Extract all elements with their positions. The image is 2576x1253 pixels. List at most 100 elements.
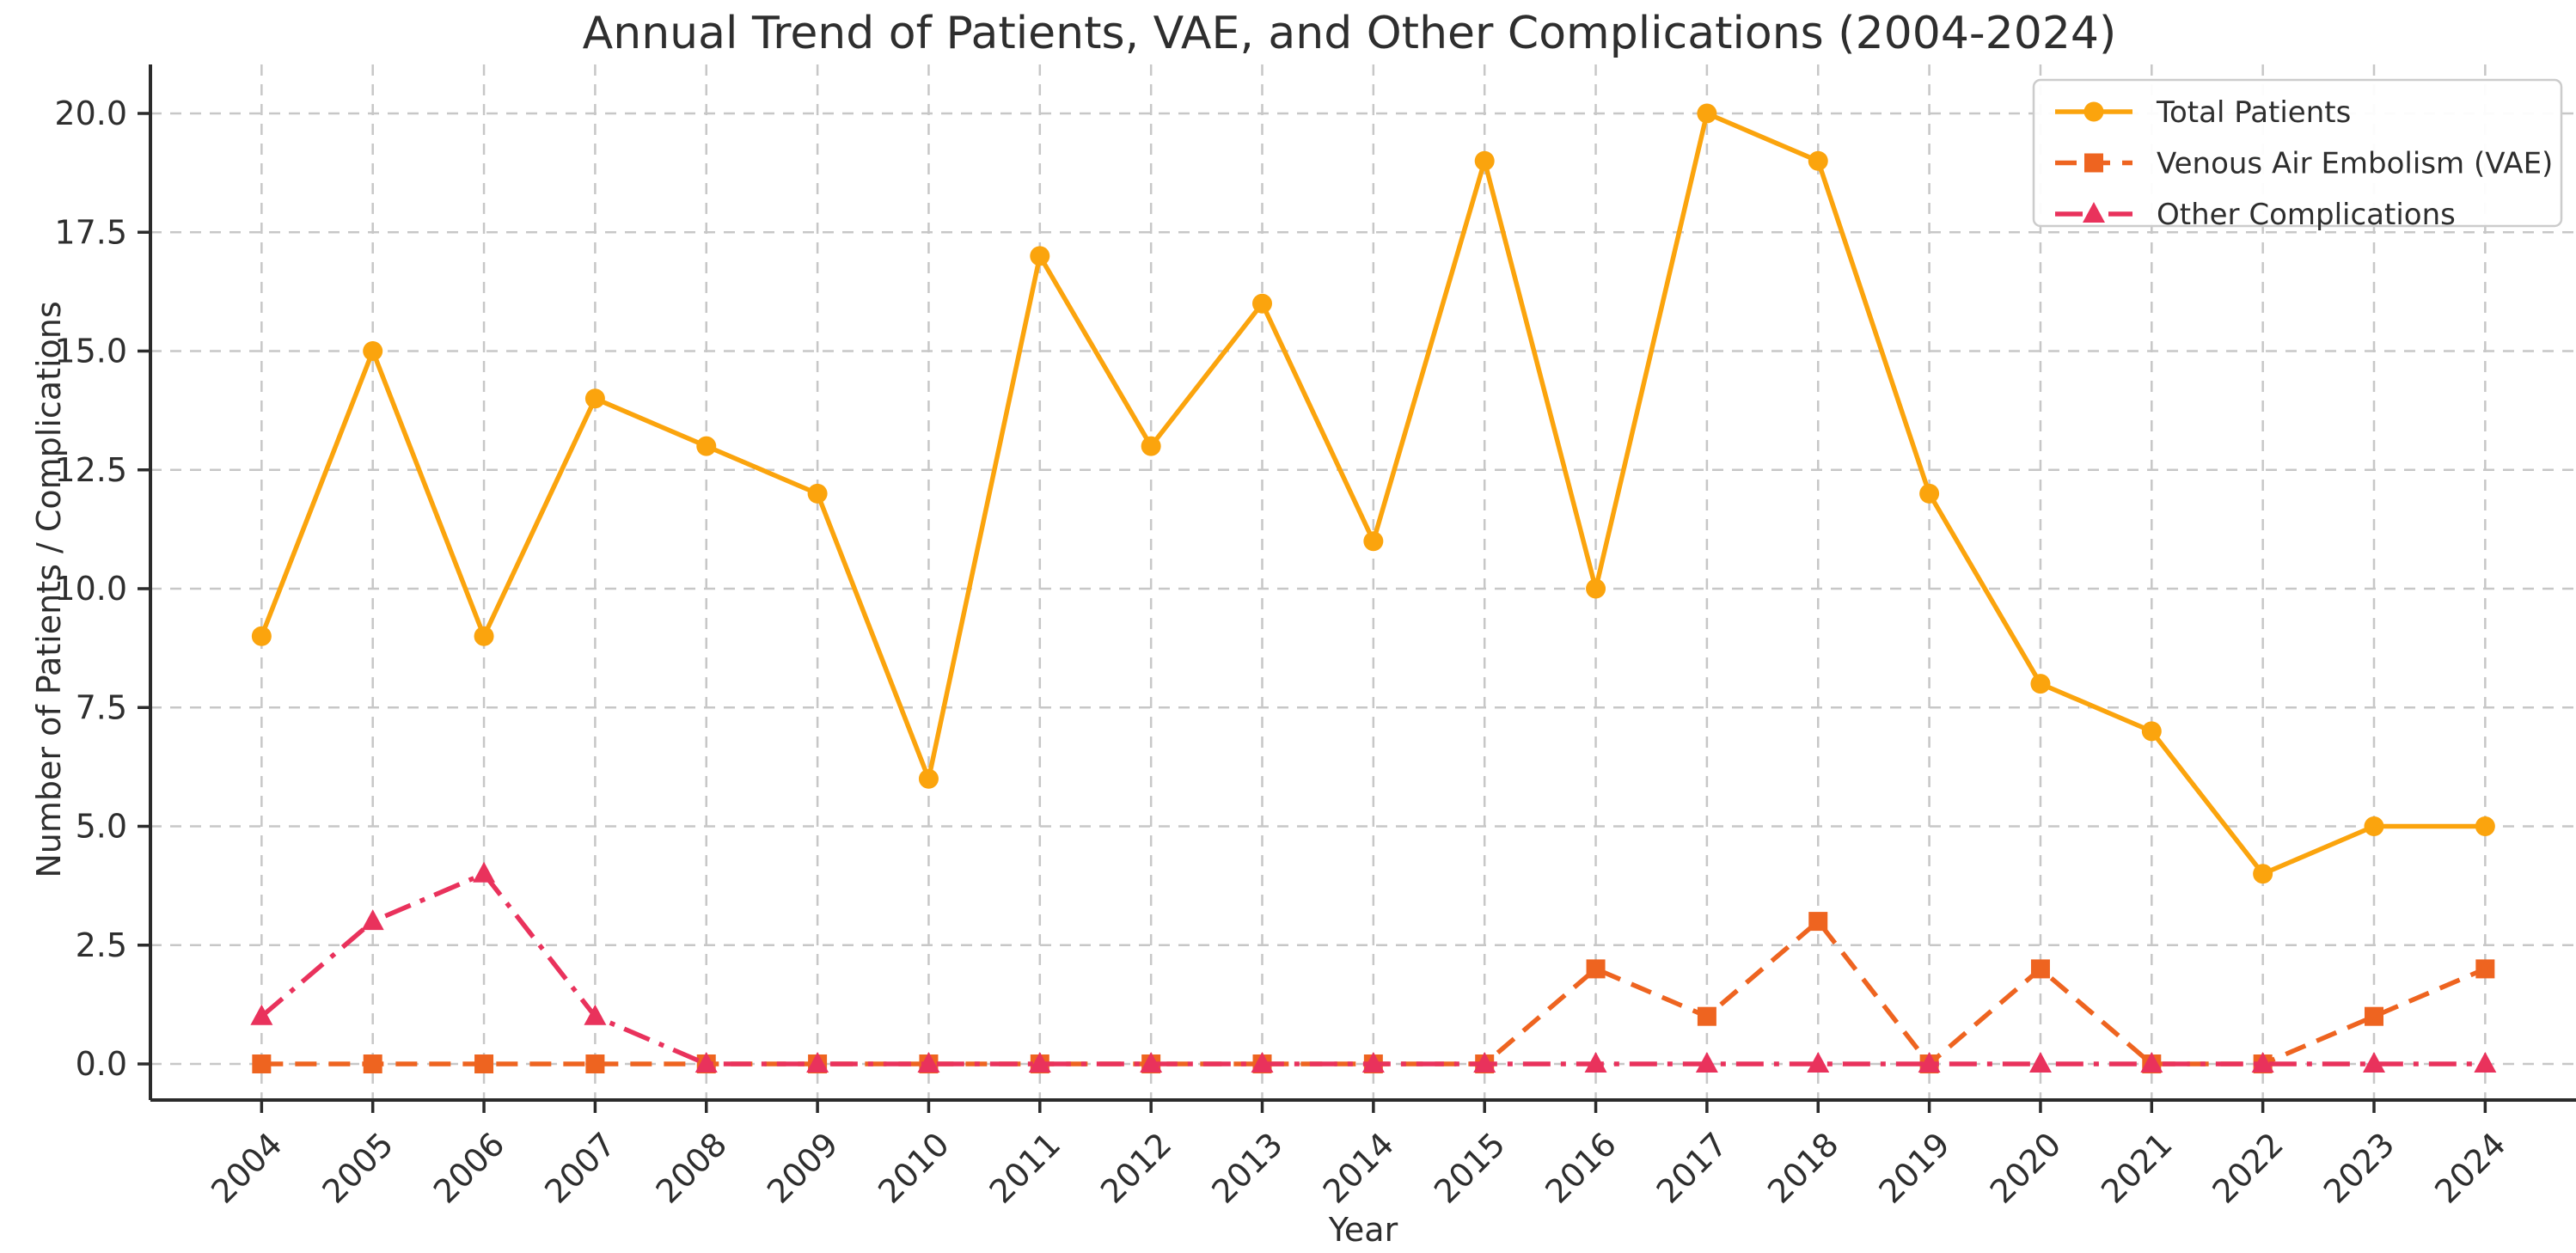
y-tick-label: 5.0: [76, 808, 127, 846]
legend-square-marker: [2084, 153, 2103, 173]
y-tick-label: 2.5: [76, 926, 127, 964]
circle-marker: [1030, 246, 1050, 266]
x-tick-label: 2013: [1204, 1125, 1290, 1211]
square-marker: [585, 1054, 605, 1073]
x-tick-label: 2009: [760, 1125, 846, 1211]
triangle-marker: [1251, 1052, 1274, 1073]
legend-label: Total Patients: [2156, 95, 2351, 130]
x-tick-label: 2017: [1649, 1125, 1735, 1211]
triangle-marker: [806, 1052, 829, 1073]
series: [250, 103, 2497, 1073]
circle-marker: [2253, 864, 2273, 884]
circle-marker: [251, 626, 272, 646]
x-tick-label: 2019: [1871, 1125, 1957, 1211]
x-tick-label: 2015: [1427, 1125, 1513, 1211]
circle-marker: [2141, 721, 2162, 742]
grid: [150, 64, 2576, 1100]
circle-marker: [474, 626, 494, 646]
x-tick-label: 2024: [2427, 1125, 2513, 1211]
x-tick-label: 2006: [426, 1125, 512, 1211]
series-other-complications: [250, 861, 2497, 1073]
triangle-marker: [1028, 1052, 1051, 1073]
square-marker: [2030, 959, 2050, 979]
tick-labels: 0.0 2.5 5.0 7.5 10.0 12.5 15.0 17.5 20.0 2004 2005…: [54, 95, 2512, 1211]
circle-marker: [918, 768, 939, 789]
square-marker: [2475, 959, 2495, 979]
circle-marker: [807, 483, 828, 504]
square-marker: [1697, 1006, 1716, 1026]
legend-item: Venous Air Embolism (VAE): [2055, 147, 2553, 181]
circle-marker: [584, 388, 605, 409]
legend: Total Patients Venous Air Embolism (VAE) O…: [2032, 78, 2563, 232]
x-tick-label: 2005: [315, 1125, 401, 1211]
triangle-marker: [1807, 1052, 1830, 1073]
triangle-marker: [250, 1004, 273, 1025]
circle-marker: [696, 436, 717, 456]
x-tick-label: 2007: [537, 1125, 623, 1211]
triangle-marker: [2474, 1052, 2497, 1073]
circle-marker: [1363, 531, 1384, 552]
triangle-marker: [2251, 1052, 2274, 1073]
triangle-marker: [917, 1052, 940, 1073]
square-marker: [252, 1054, 272, 1073]
legend-item: Total Patients: [2055, 95, 2351, 130]
triangle-marker: [1361, 1052, 1385, 1073]
x-tick-label: 2012: [1093, 1125, 1179, 1211]
circle-marker: [2030, 674, 2051, 694]
circle-marker: [363, 341, 383, 361]
axes: [138, 64, 2576, 1113]
square-marker: [1808, 912, 1828, 932]
x-tick-label: 2008: [649, 1125, 735, 1211]
square-marker: [474, 1054, 494, 1073]
y-tick-label: 10.0: [54, 570, 127, 608]
triangle-marker: [584, 1004, 607, 1025]
circle-marker: [1141, 436, 1161, 456]
triangle-marker: [1584, 1052, 1607, 1073]
triangle-marker: [1695, 1052, 1718, 1073]
x-tick-label: 2020: [1983, 1125, 2069, 1211]
circle-marker: [2364, 816, 2384, 836]
x-tick-label: 2018: [1760, 1125, 1846, 1211]
square-marker: [363, 1054, 382, 1073]
triangle-marker: [2028, 1052, 2052, 1073]
legend-item: Other Complications: [2055, 198, 2456, 232]
triangle-marker: [694, 1052, 718, 1073]
y-tick-label: 20.0: [54, 95, 127, 132]
triangle-marker: [2363, 1052, 2385, 1073]
y-tick-label: 7.5: [76, 688, 127, 726]
triangle-marker: [1140, 1052, 1163, 1073]
circle-marker: [1252, 293, 1272, 314]
triangle-marker: [473, 861, 496, 883]
y-tick-label: 0.0: [76, 1045, 127, 1083]
x-tick-label: 2004: [204, 1125, 290, 1211]
triangle-marker: [361, 909, 384, 931]
y-tick-label: 15.0: [54, 333, 127, 370]
x-tick-label: 2016: [1538, 1125, 1624, 1211]
x-tick-label: 2023: [2316, 1125, 2402, 1211]
legend-circle-marker: [2083, 101, 2104, 122]
circle-marker: [2475, 816, 2495, 836]
circle-marker: [1586, 578, 1606, 599]
x-tick-label: 2010: [871, 1125, 957, 1211]
x-tick-label: 2021: [2094, 1125, 2180, 1211]
series-total-patients: [251, 103, 2495, 884]
legend-triangle-marker: [2083, 202, 2105, 223]
square-marker: [1586, 959, 1606, 979]
x-tick-label: 2022: [2206, 1125, 2291, 1211]
chart-title: Annual Trend of Patients, VAE, and Other…: [583, 8, 2117, 59]
x-tick-label: 2014: [1316, 1125, 1402, 1211]
circle-marker: [1474, 150, 1495, 171]
circle-marker: [1919, 483, 1940, 504]
circle-marker: [1808, 150, 1828, 171]
triangle-marker: [2140, 1052, 2163, 1073]
x-tick-label: 2011: [982, 1125, 1068, 1211]
triangle-marker: [1473, 1052, 1496, 1073]
y-axis-title: Number of Patients / Complications: [30, 301, 68, 877]
x-axis-title: Year: [1328, 1211, 1398, 1249]
y-tick-label: 17.5: [54, 213, 127, 251]
legend-label: Other Complications: [2157, 198, 2456, 232]
circle-marker: [1697, 103, 1717, 124]
triangle-marker: [1918, 1052, 1941, 1073]
